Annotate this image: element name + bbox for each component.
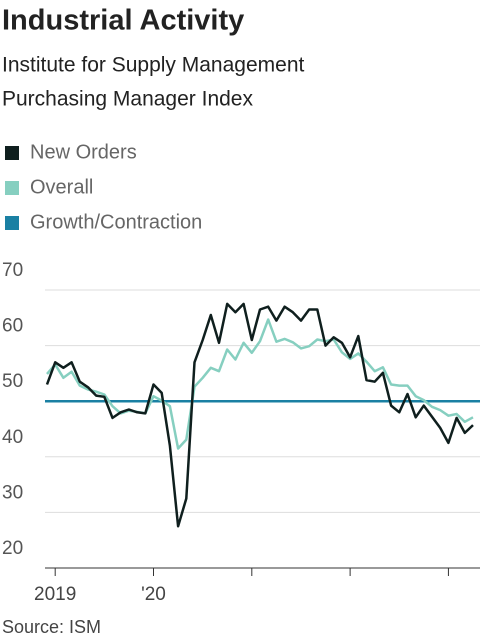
x-tick-label: '20 [141, 584, 166, 605]
y-tick-label: 30 [2, 482, 23, 503]
legend-label: New Orders [30, 141, 137, 163]
chart-subtitle: Institute for Supply Management [2, 54, 305, 77]
chart-subtitle: Purchasing Manager Index [2, 88, 253, 111]
legend-label: Overall [30, 176, 93, 198]
source: Source: ISM [2, 617, 101, 637]
series-line [45, 302, 474, 528]
chart-title: Industrial Activity [2, 5, 244, 37]
series-line [46, 318, 474, 450]
x-tick-label: 2019 [34, 584, 76, 605]
legend-swatch [5, 181, 19, 195]
y-tick-label: 20 [2, 538, 23, 559]
legend-swatch [5, 216, 19, 230]
y-tick-label: 50 [2, 371, 23, 392]
y-tick-label: 70 [2, 260, 23, 281]
y-tick-label: 40 [2, 427, 23, 448]
y-tick-label: 60 [2, 316, 23, 337]
legend-swatch [5, 146, 19, 160]
legend-label: Growth/Contraction [30, 211, 202, 233]
